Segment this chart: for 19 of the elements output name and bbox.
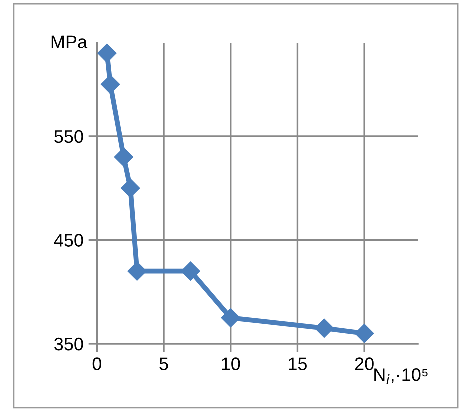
y-axis-title: MPa [52, 36, 88, 49]
x-tick-label: 10 [222, 358, 240, 370]
y-tick-label: 450 [54, 234, 84, 247]
point [121, 178, 140, 198]
point [221, 308, 240, 328]
y-tick-label: 550 [54, 130, 84, 144]
point [314, 318, 334, 338]
y-tick-label: 350 [54, 338, 84, 351]
x-tick-label: 20 [355, 358, 374, 370]
point [128, 262, 147, 281]
x-tick-label: 15 [289, 358, 307, 370]
point [98, 44, 117, 63]
point [355, 324, 374, 344]
point [114, 148, 134, 167]
x-tick-label: 0 [92, 358, 102, 370]
point [101, 75, 120, 94]
point [181, 262, 200, 281]
x-tick-label: 5 [160, 358, 168, 370]
x-axis-title: N$_{i}$,·10⁵ [374, 368, 428, 384]
